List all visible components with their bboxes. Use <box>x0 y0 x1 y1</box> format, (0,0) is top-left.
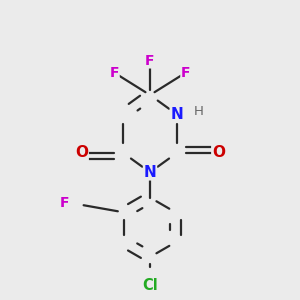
Text: Cl: Cl <box>142 278 158 293</box>
Text: O: O <box>212 146 225 160</box>
Text: F: F <box>145 54 155 68</box>
Text: H: H <box>194 106 204 118</box>
Text: F: F <box>110 66 119 80</box>
Text: F: F <box>181 66 190 80</box>
Text: N: N <box>170 107 183 122</box>
Text: F: F <box>60 196 69 210</box>
Text: N: N <box>144 165 156 180</box>
Text: O: O <box>75 146 88 160</box>
